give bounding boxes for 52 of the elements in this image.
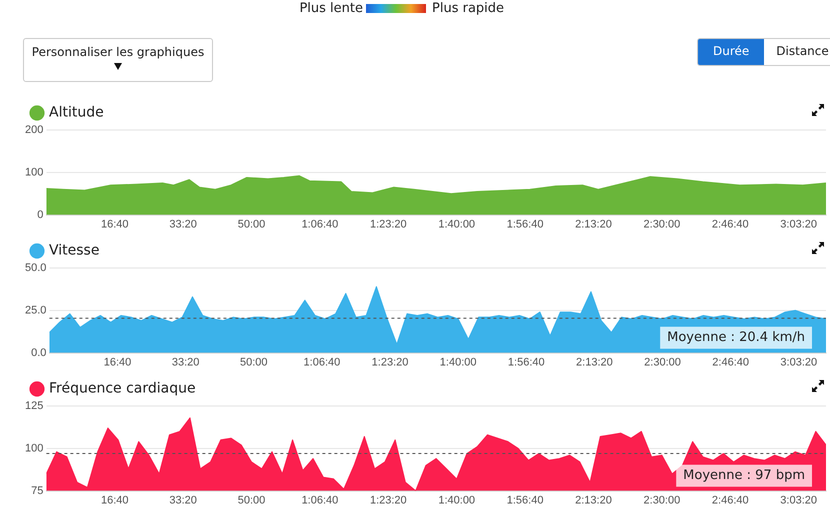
x-tick-label: 1:23:20	[372, 356, 408, 368]
x-tick-label: 2:46:40	[712, 218, 749, 230]
ref-line-label: Moyenne : 97 bpm	[683, 468, 806, 484]
x-tick-label: 50:00	[240, 356, 268, 368]
x-tick-label: 1:23:20	[370, 494, 407, 506]
x-tick-label: 2:46:40	[712, 494, 749, 506]
y-tick-label: 200	[24, 124, 44, 136]
text: Personnaliser les graphiques	[30, 45, 206, 59]
x-tick-label: 33:20	[169, 494, 197, 506]
text: Plus rapide	[432, 1, 504, 16]
legend-label: Fréquence cardiaque	[49, 380, 196, 397]
x-tick-label: 16:40	[104, 356, 132, 368]
text: Durée	[698, 39, 764, 65]
x-tick-label: 2:46:40	[712, 356, 749, 368]
text: Plus lente	[299, 1, 363, 16]
x-tick-label: 2:30:00	[644, 218, 680, 230]
y-tick-label: 125	[24, 400, 44, 412]
x-tick-label: 1:40:00	[438, 218, 476, 230]
x-tick-label: 50:00	[238, 494, 266, 506]
y-tick-label: 100	[24, 442, 44, 454]
x-tick-label: 1:40:00	[440, 356, 476, 368]
y-tick-label: 75	[31, 484, 44, 497]
x-tick-label: 2:30:00	[644, 356, 681, 368]
x-tick-label: 3:03:20	[780, 218, 817, 230]
x-tick-label: 33:20	[169, 218, 197, 230]
text: Distance	[764, 39, 830, 65]
x-tick-label: 1:06:40	[304, 356, 340, 368]
x-tick-label: 16:40	[100, 218, 129, 230]
x-tick-label: 50:00	[238, 218, 266, 230]
y-tick-label: 0	[37, 208, 44, 221]
x-tick-label: 1:06:40	[302, 218, 338, 230]
x-tick-label: 16:40	[100, 494, 129, 506]
x-tick-label: 2:13:20	[576, 356, 613, 368]
x-tick-label: 1:56:40	[506, 218, 544, 230]
y-tick-label: 50.0	[24, 262, 46, 274]
legend-label: Vitesse	[49, 242, 100, 259]
x-tick-label: 1:56:40	[508, 356, 545, 368]
y-tick-label: 100	[24, 166, 44, 178]
y-tick-label: 25.0	[24, 304, 46, 316]
x-tick-label: 3:03:20	[780, 356, 818, 368]
x-tick-label: 33:20	[172, 356, 200, 368]
x-tick-label: 1:56:40	[506, 494, 544, 506]
x-tick-label: 2:30:00	[644, 494, 680, 506]
x-tick-label: 1:23:20	[370, 218, 407, 230]
x-tick-label: 3:03:20	[780, 494, 817, 506]
x-tick-label: 2:13:20	[575, 494, 612, 506]
y-tick-label: 0.0	[31, 346, 46, 359]
x-tick-label: 1:06:40	[302, 494, 338, 506]
legend-label: Altitude	[49, 104, 104, 121]
x-tick-label: 2:13:20	[575, 218, 612, 230]
ref-line-label: Moyenne : 20.4 km/h	[667, 330, 806, 346]
x-tick-label: 1:40:00	[438, 494, 476, 506]
